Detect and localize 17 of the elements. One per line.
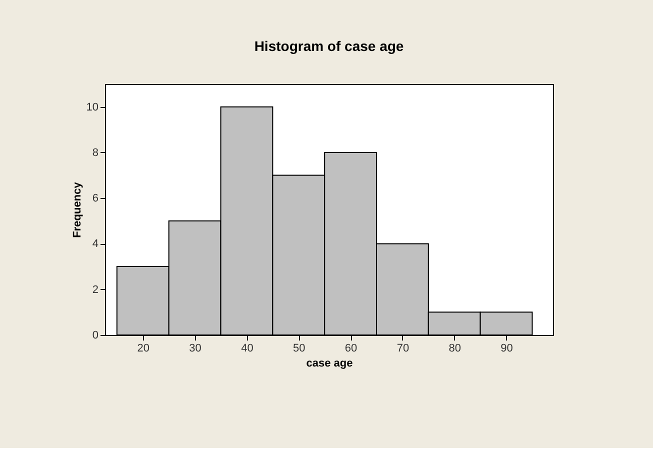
y-tick-label: 6 <box>92 192 98 205</box>
x-tick-label: 80 <box>448 342 461 354</box>
x-axis-title: case age <box>306 358 353 370</box>
x-tick-label: 60 <box>344 342 358 354</box>
y-tick-label: 2 <box>92 284 98 296</box>
chart-title: Histogram of case age <box>254 38 404 54</box>
y-axis-title: Frequency <box>71 181 84 238</box>
x-tick-label: 20 <box>137 342 150 354</box>
x-tick-label: 50 <box>293 342 306 354</box>
x-tick-label: 90 <box>500 342 513 354</box>
y-tick-label: 4 <box>92 238 98 250</box>
y-tick-label: 10 <box>86 101 98 114</box>
x-tick-label: 40 <box>241 342 254 354</box>
y-tick-label: 0 <box>92 330 98 342</box>
x-tick-label: 70 <box>396 342 410 354</box>
y-tick-label: 8 <box>92 146 98 159</box>
x-tick-label: 30 <box>189 342 202 354</box>
